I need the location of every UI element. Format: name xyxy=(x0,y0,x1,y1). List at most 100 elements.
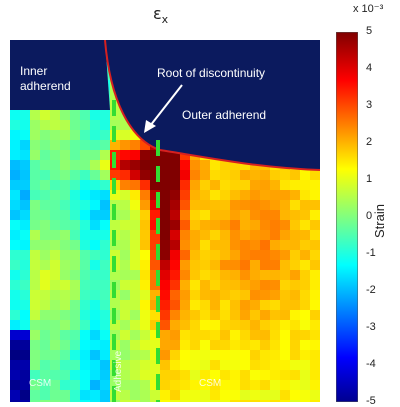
heatmap-cell xyxy=(220,360,230,370)
heatmap-cell xyxy=(10,120,20,130)
heatmap-cell xyxy=(300,280,310,290)
heatmap-cell xyxy=(70,320,80,330)
heatmap-cell xyxy=(160,260,170,270)
heatmap-cell xyxy=(120,300,130,310)
heatmap-cell xyxy=(50,290,60,300)
heatmap-cell xyxy=(60,110,70,120)
heatmap-cell xyxy=(60,400,70,402)
heatmap-cell xyxy=(270,310,280,320)
heatmap-cell xyxy=(300,400,310,402)
root-label: Root of discontinuity xyxy=(157,66,266,80)
heatmap-cell xyxy=(120,190,130,200)
heatmap-cell xyxy=(120,210,130,220)
csm-right-label: CSM xyxy=(199,378,222,389)
heatmap-cell xyxy=(10,340,20,350)
heatmap-cell xyxy=(230,240,240,250)
heatmap-cell xyxy=(150,240,160,250)
heatmap-cell xyxy=(230,250,240,260)
heatmap-cell xyxy=(180,260,190,270)
heatmap-cell xyxy=(290,250,300,260)
heatmap-cell xyxy=(190,270,200,280)
heatmap-cell xyxy=(270,330,280,340)
heatmap-cell xyxy=(140,310,150,320)
heatmap-cell xyxy=(70,380,80,390)
heatmap-cell xyxy=(200,230,210,240)
heatmap-cell xyxy=(250,280,260,290)
heatmap-cell xyxy=(150,290,160,300)
heatmap-cell xyxy=(210,300,220,310)
heatmap-cell xyxy=(60,180,70,190)
heatmap-cell xyxy=(290,360,300,370)
heatmap-cell xyxy=(10,310,20,320)
heatmap-cell xyxy=(210,250,220,260)
heatmap-cell xyxy=(30,280,40,290)
heatmap-cell xyxy=(260,220,270,230)
heatmap-cell xyxy=(70,130,80,140)
heatmap-cell xyxy=(90,340,100,350)
heatmap-cell xyxy=(130,380,140,390)
heatmap-cell xyxy=(150,250,160,260)
heatmap-cell xyxy=(40,230,50,240)
heatmap-cell xyxy=(220,250,230,260)
heatmap-cell xyxy=(270,200,280,210)
heatmap-cell xyxy=(120,160,130,170)
heatmap-cell xyxy=(90,370,100,380)
heatmap-cell xyxy=(100,150,110,160)
heatmap-cell xyxy=(210,360,220,370)
heatmap-cell xyxy=(290,350,300,360)
heatmap-cell xyxy=(70,140,80,150)
heatmap-cell xyxy=(60,130,70,140)
heatmap-cell xyxy=(90,240,100,250)
heatmap-cell xyxy=(90,210,100,220)
heatmap-cell xyxy=(250,350,260,360)
heatmap-cell xyxy=(100,170,110,180)
heatmap-cell xyxy=(280,250,290,260)
heatmap-cell xyxy=(90,310,100,320)
heatmap-cell xyxy=(50,120,60,130)
heatmap-cell xyxy=(160,150,170,160)
heatmap-cell xyxy=(120,140,130,150)
heatmap-cell xyxy=(70,150,80,160)
heatmap-cell xyxy=(280,390,290,400)
heatmap-cell xyxy=(60,290,70,300)
csm-left-label: CSM xyxy=(29,378,52,389)
heatmap-cell xyxy=(230,300,240,310)
title-subscript: x xyxy=(161,13,169,27)
heatmap-cell xyxy=(290,340,300,350)
heatmap-cell xyxy=(140,250,150,260)
heatmap-cell xyxy=(200,400,210,402)
heatmap-cell xyxy=(210,280,220,290)
heatmap-cell xyxy=(30,250,40,260)
heatmap-cell xyxy=(60,200,70,210)
heatmap-cell xyxy=(150,350,160,360)
heatmap-cell xyxy=(130,360,140,370)
heatmap-cell xyxy=(140,280,150,290)
heatmap-cell xyxy=(140,190,150,200)
heatmap-cell xyxy=(310,270,320,280)
heatmap-cell xyxy=(230,170,240,180)
heatmap-cell xyxy=(80,150,90,160)
heatmap-cell xyxy=(20,170,30,180)
heatmap-cell xyxy=(140,140,150,150)
heatmap-cell xyxy=(180,320,190,330)
heatmap-cell xyxy=(300,260,310,270)
heatmap-cell xyxy=(40,140,50,150)
heatmap-cell xyxy=(280,210,290,220)
heatmap-cell xyxy=(160,350,170,360)
heatmap-cell xyxy=(310,370,320,380)
heatmap-cell xyxy=(100,260,110,270)
heatmap-cell xyxy=(230,380,240,390)
heatmap-cell xyxy=(170,150,180,160)
heatmap-cell xyxy=(140,350,150,360)
heatmap-cell xyxy=(260,210,270,220)
heatmap-cell xyxy=(190,160,200,170)
heatmap-cell xyxy=(70,340,80,350)
heatmap-cell xyxy=(100,230,110,240)
heatmap-cell xyxy=(180,290,190,300)
heatmap-cell xyxy=(110,320,120,330)
heatmap-cell xyxy=(250,320,260,330)
heatmap-cell xyxy=(210,290,220,300)
heatmap-cell xyxy=(80,240,90,250)
heatmap-cell xyxy=(250,180,260,190)
